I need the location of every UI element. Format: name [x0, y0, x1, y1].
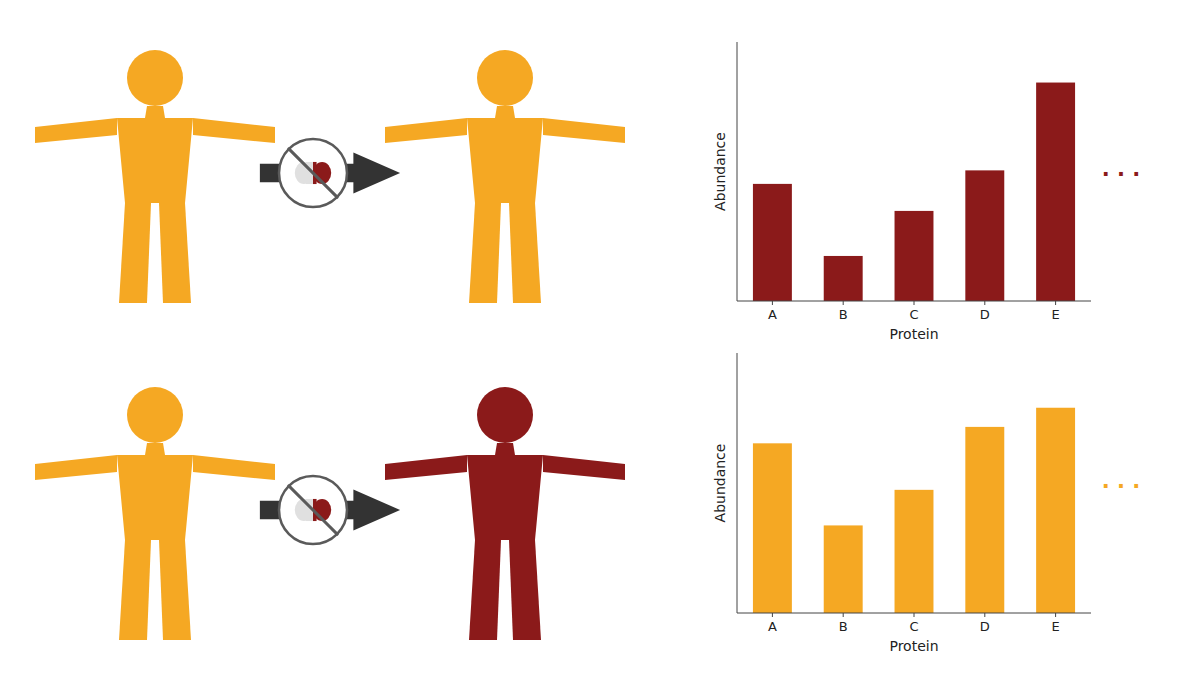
person-leg	[469, 203, 501, 303]
person-arm	[385, 455, 467, 480]
x-tick-label: A	[768, 619, 777, 634]
y-axis-label: Abundance	[712, 444, 728, 523]
person-leg	[159, 540, 191, 640]
person-arm	[543, 118, 625, 143]
bar	[895, 211, 934, 301]
person-leg	[119, 540, 151, 640]
x-tick-label: B	[839, 619, 848, 634]
y-axis-line	[737, 353, 738, 613]
bar	[753, 443, 792, 613]
person-arm	[385, 118, 467, 143]
person-arm	[35, 455, 117, 480]
person-head	[477, 387, 533, 443]
no-pill-arrow	[260, 476, 400, 544]
person-neck	[495, 106, 515, 118]
x-tick-label: A	[768, 307, 777, 322]
person-neck	[145, 443, 165, 455]
person-arm	[193, 118, 275, 143]
person-icon	[35, 50, 275, 303]
person-leg	[159, 203, 191, 303]
figure: A B C D E Protein Abundance . . . A B C D E Protein Ab…	[0, 0, 1199, 693]
person-arm	[35, 118, 117, 143]
person-neck	[495, 443, 515, 455]
bar	[895, 490, 934, 613]
x-tick	[843, 301, 844, 305]
person-leg	[119, 203, 151, 303]
canvas: A B C D E Protein Abundance . . . A B C D E Protein Ab…	[0, 0, 1199, 693]
x-tick	[984, 301, 985, 305]
annotation: . . .	[1102, 469, 1141, 493]
x-tick	[1055, 301, 1056, 305]
illustration	[35, 50, 625, 640]
annotation: . . .	[1102, 157, 1141, 181]
person-torso	[117, 118, 193, 203]
bars	[753, 83, 1075, 301]
no-symbol-slash	[289, 486, 337, 534]
bar	[753, 184, 792, 301]
person-arm	[193, 455, 275, 480]
x-tick	[843, 613, 844, 617]
x-tick	[772, 301, 773, 305]
x-axis-label: Protein	[889, 326, 938, 342]
no-symbol-circle	[279, 476, 347, 544]
no-pill-arrow	[260, 139, 400, 207]
person-head	[127, 50, 183, 106]
x-tick-label: E	[1051, 307, 1059, 322]
person-icon	[35, 387, 275, 640]
bar	[824, 525, 863, 613]
bar	[1036, 408, 1075, 613]
person-leg	[509, 203, 541, 303]
person-arm	[543, 455, 625, 480]
person-torso	[467, 455, 543, 540]
x-tick-label: D	[980, 307, 990, 322]
bar	[965, 427, 1004, 613]
person-icon	[385, 387, 625, 640]
no-symbol-slash	[289, 149, 337, 197]
bar	[1036, 83, 1075, 301]
person-head	[127, 387, 183, 443]
no-symbol-circle	[279, 139, 347, 207]
bar-chart: A B C D E Protein Abundance . . .	[712, 353, 1140, 654]
x-tick	[1055, 613, 1056, 617]
bars	[753, 408, 1075, 613]
y-axis-label: Abundance	[712, 132, 728, 211]
x-tick	[984, 613, 985, 617]
x-tick-label: D	[980, 619, 990, 634]
person-head	[477, 50, 533, 106]
person-leg	[509, 540, 541, 640]
y-axis-line	[737, 42, 738, 301]
x-tick-label: C	[909, 307, 918, 322]
x-tick-label: E	[1051, 619, 1059, 634]
x-tick	[914, 613, 915, 617]
x-tick-label: C	[909, 619, 918, 634]
person-torso	[467, 118, 543, 203]
x-tick-label: B	[839, 307, 848, 322]
x-tick	[772, 613, 773, 617]
person-torso	[117, 455, 193, 540]
person-leg	[469, 540, 501, 640]
person-neck	[145, 106, 165, 118]
bar-chart: A B C D E Protein Abundance . . .	[712, 42, 1140, 342]
x-tick	[914, 301, 915, 305]
person-icon	[385, 50, 625, 303]
bar	[824, 256, 863, 301]
bar	[965, 170, 1004, 301]
x-axis-label: Protein	[889, 638, 938, 654]
